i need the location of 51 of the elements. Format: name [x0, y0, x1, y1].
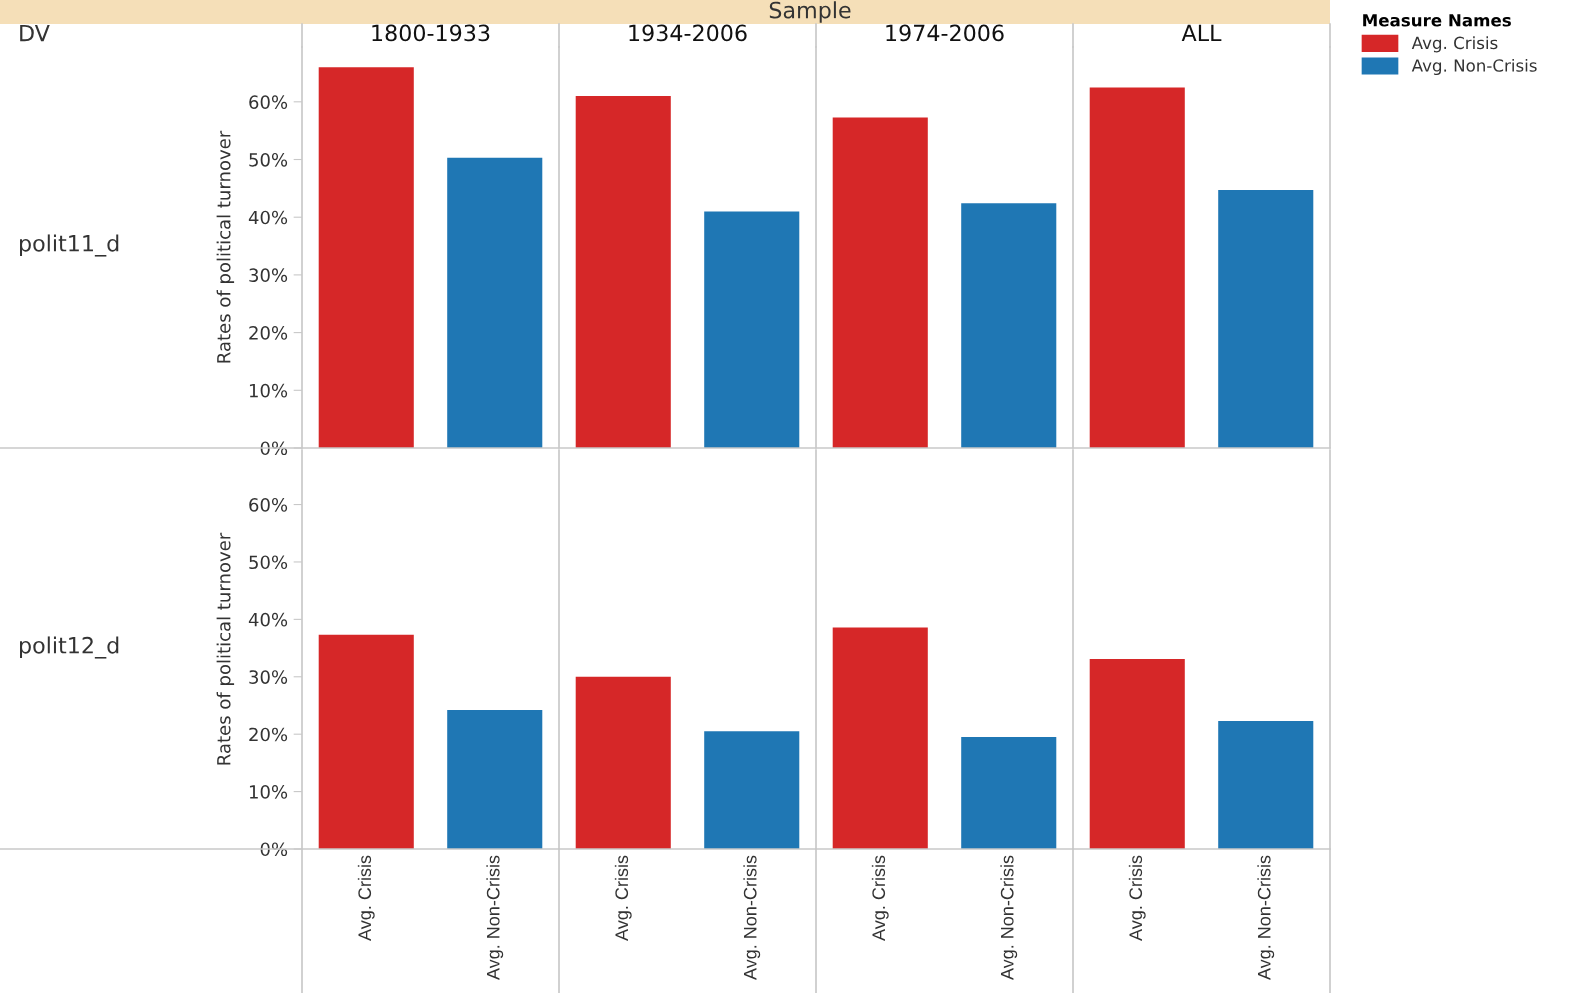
text: Avg. Crisis [871, 855, 889, 941]
legend-label: Avg. Crisis [1411, 36, 1498, 53]
bar [704, 211, 800, 448]
bar [1089, 658, 1185, 849]
y-tick-label: 40% [248, 612, 288, 627]
x-tick-label: 1800-1933 [372, 24, 490, 42]
text: Avg. Non-Crisis [486, 855, 504, 981]
text: Avg. Non-Crisis [1257, 855, 1275, 981]
y-tick-label: 0% [260, 441, 288, 456]
x-tick-label: ALL [1181, 24, 1222, 41]
y-tick-label: 50% [249, 152, 288, 167]
y-tick-label: 20% [249, 727, 288, 742]
bar [575, 676, 671, 849]
bar [447, 710, 543, 849]
y-tick-label: 30% [249, 268, 288, 283]
legend-label: Avg. Non-Crisis [1411, 58, 1537, 76]
y-tick-label: 40% [248, 210, 288, 225]
text: polit12_d [20, 636, 119, 659]
y-tick-label: 30% [249, 670, 288, 684]
bar [832, 627, 928, 849]
text: Sample [769, 1, 851, 23]
y-tick-label: 20% [249, 326, 288, 340]
text: polit11_d [20, 234, 119, 257]
y-axis-title: Rates of political turnover [216, 130, 235, 363]
x-tick-label: 1974-2006 [886, 24, 1004, 42]
x-tick-label: 1934-2006 [629, 24, 747, 42]
text: Avg. Crisis [614, 855, 632, 941]
y-tick-label: 50% [249, 555, 288, 570]
bar [318, 634, 414, 849]
text: DV [20, 24, 50, 42]
bar [832, 117, 928, 448]
text: Avg. Crisis [357, 855, 375, 941]
bar [1218, 720, 1314, 849]
bar [447, 157, 543, 448]
y-axis-title: Rates of political turnover [216, 532, 235, 765]
y-tick-label: 60% [249, 95, 288, 109]
y-tick-label: 10% [249, 785, 288, 799]
text: Avg. Non-Crisis [1000, 855, 1018, 981]
bar [575, 96, 671, 448]
y-tick-label: 60% [249, 498, 288, 512]
bar [1218, 190, 1314, 448]
bar [704, 731, 800, 849]
bar [1089, 87, 1185, 448]
bar [318, 67, 414, 448]
text: Avg. Crisis [1128, 855, 1146, 941]
bar [961, 203, 1057, 448]
text: Avg. Non-Crisis [743, 855, 761, 981]
bar [961, 737, 1057, 849]
legend-title: Measure Names [1363, 14, 1511, 27]
y-tick-label: 0% [260, 842, 288, 857]
y-tick-label: 10% [249, 383, 288, 398]
